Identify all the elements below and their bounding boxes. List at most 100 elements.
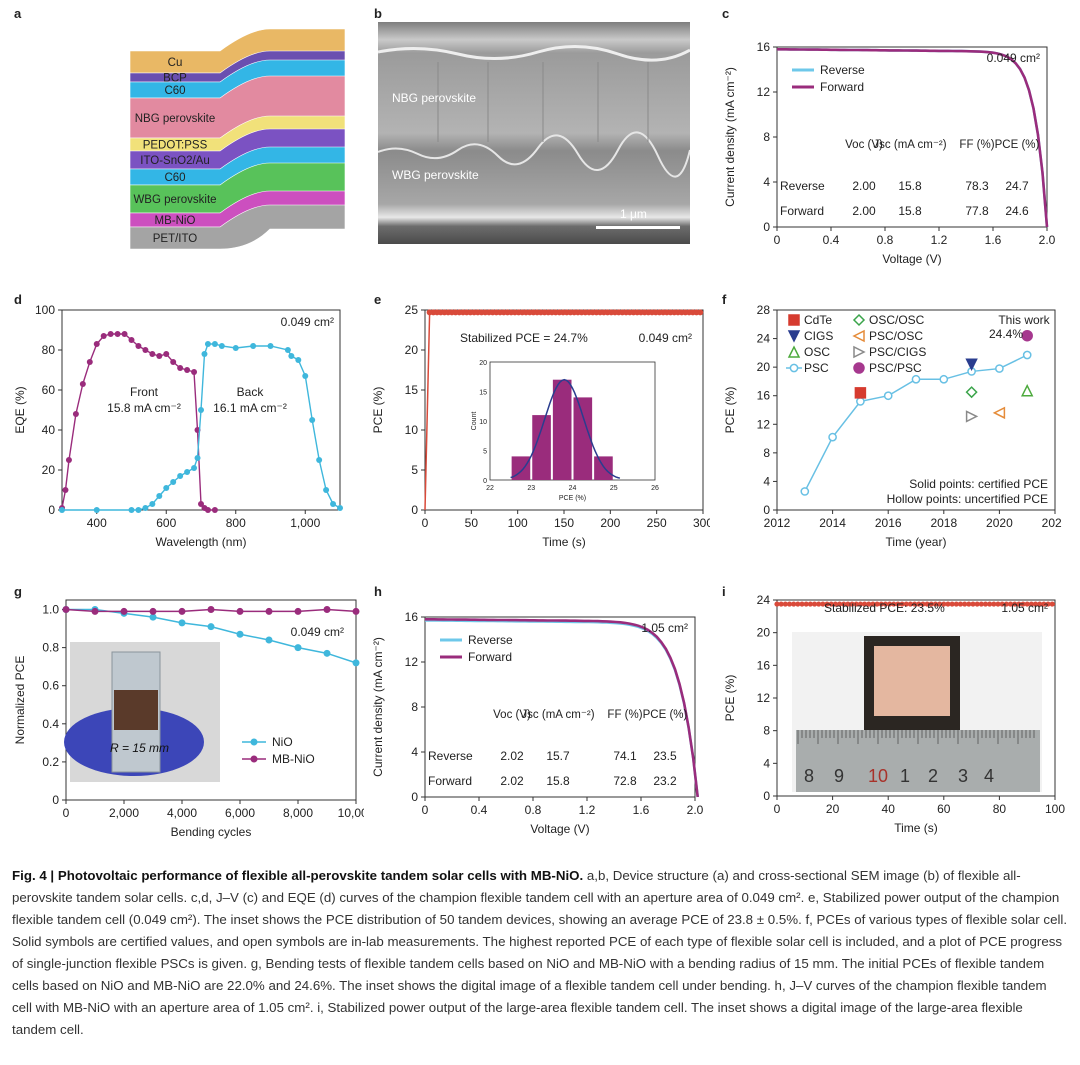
pce-point	[870, 601, 876, 607]
point-psc-cigs	[965, 410, 979, 423]
y-tick-label: 0	[52, 793, 59, 807]
pce-point	[949, 601, 955, 607]
x-tick-label: 300	[693, 516, 710, 530]
x-tick-label: 1.2	[931, 233, 948, 247]
histogram-bar	[594, 456, 613, 480]
y-axis-label: Current density (mA cm⁻²)	[371, 637, 385, 777]
pce-point	[841, 601, 847, 607]
x-axis-label: Time (s)	[542, 535, 586, 549]
x-tick-label: 800	[226, 516, 246, 530]
ruler-number: 4	[984, 766, 994, 786]
legend-marker	[788, 314, 800, 326]
this-work-value: 24.4%	[989, 327, 1023, 341]
y-tick-label: 60	[42, 383, 56, 397]
y-tick-label: 10	[405, 423, 419, 437]
x-tick-label: 0	[774, 802, 781, 816]
table-cell: 23.2	[653, 774, 677, 788]
inset-device	[114, 690, 158, 730]
legend-marker	[250, 738, 258, 746]
table-header: Voc (V)	[493, 709, 531, 721]
pce-point	[832, 601, 838, 607]
pce-point	[799, 601, 805, 607]
layer-label: Cu	[168, 57, 183, 69]
eqe-point	[62, 487, 69, 493]
inset-y-label: Count	[471, 412, 478, 431]
legend-label: Forward	[468, 650, 512, 664]
layer-label: PEDOT:PSS	[143, 140, 208, 152]
layer-label: C60	[164, 172, 185, 184]
x-tick-label: 1.6	[985, 233, 1002, 247]
pce-point	[999, 601, 1005, 607]
psc-point	[883, 391, 893, 401]
y-tick-label: 0	[411, 790, 418, 804]
bending-point	[207, 623, 215, 631]
x-tick-label: 600	[156, 516, 176, 530]
bending-point	[352, 659, 360, 667]
y-tick-label: 0	[411, 503, 418, 517]
x-tick-label: 60	[937, 802, 951, 816]
x-tick-label: 2022	[1042, 516, 1062, 530]
histogram-bar	[532, 415, 551, 480]
x-tick-label: 2020	[986, 516, 1013, 530]
table-header: Jsc (mA cm⁻²)	[873, 139, 946, 151]
y-tick-label: 1.0	[42, 603, 59, 617]
table-cell: 72.8	[613, 774, 637, 788]
x-tick-label: 6,000	[225, 806, 255, 820]
eqe-point	[128, 337, 135, 343]
pce-point	[791, 601, 797, 607]
bending-point	[178, 607, 186, 615]
pce-point	[874, 601, 880, 607]
pce-point	[782, 601, 788, 607]
table-header: PCE (%)	[643, 709, 688, 721]
plot-frame	[424, 616, 696, 798]
caption-title: Fig. 4 | Photovoltaic performance of fle…	[12, 868, 584, 883]
y-tick-label: 8	[763, 130, 770, 144]
legend-label: PSC	[804, 361, 829, 375]
eqe-point	[191, 369, 198, 375]
eqe-point	[184, 367, 191, 373]
eqe-point	[211, 341, 218, 347]
x-tick-label: 0.8	[525, 803, 542, 817]
point-cdte	[854, 387, 867, 399]
legend-label: OSC	[804, 345, 830, 359]
pce-point	[953, 601, 959, 607]
eqe-point	[177, 473, 184, 479]
eqe-point	[135, 343, 142, 349]
eqe-point	[267, 343, 274, 349]
front-label: Front	[130, 385, 159, 399]
histogram-bar	[573, 397, 593, 480]
legend-label: Reverse	[468, 633, 513, 647]
legend-label: PSC/CIGS	[869, 345, 926, 359]
pce-point	[916, 601, 922, 607]
eqe-point	[65, 457, 72, 463]
y-tick-label: 0	[763, 789, 770, 803]
bending-point	[149, 607, 157, 615]
ruler-number: 3	[958, 766, 968, 786]
eqe-point	[284, 347, 291, 353]
y-tick-label: 15	[405, 383, 419, 397]
pce-point	[824, 601, 830, 607]
eqe-point	[204, 507, 211, 513]
y-tick-label: 8	[411, 700, 418, 714]
inset-y-tick-label: 20	[479, 360, 487, 367]
inset-y-tick-label: 15	[479, 390, 487, 397]
eqe-point	[121, 331, 128, 337]
pce-point	[807, 601, 813, 607]
x-tick-label: 0	[63, 806, 70, 820]
table-cell: 23.5	[653, 749, 677, 763]
ruler-number: 2	[928, 766, 938, 786]
pce-point	[891, 601, 897, 607]
plot-frame	[61, 309, 341, 511]
pce-point	[886, 601, 893, 607]
x-tick-label: 0.4	[471, 803, 488, 817]
y-axis-label: PCE (%)	[723, 387, 737, 434]
pce-point	[945, 601, 951, 607]
table-cell: 15.7	[546, 749, 570, 763]
bending-point	[178, 619, 186, 627]
x-tick-label: 150	[554, 516, 574, 530]
psc-point	[995, 364, 1004, 373]
pce-point	[857, 601, 863, 607]
pce-point	[962, 601, 968, 607]
legend-label: Reverse	[820, 63, 865, 77]
x-tick-label: 1.6	[633, 803, 650, 817]
